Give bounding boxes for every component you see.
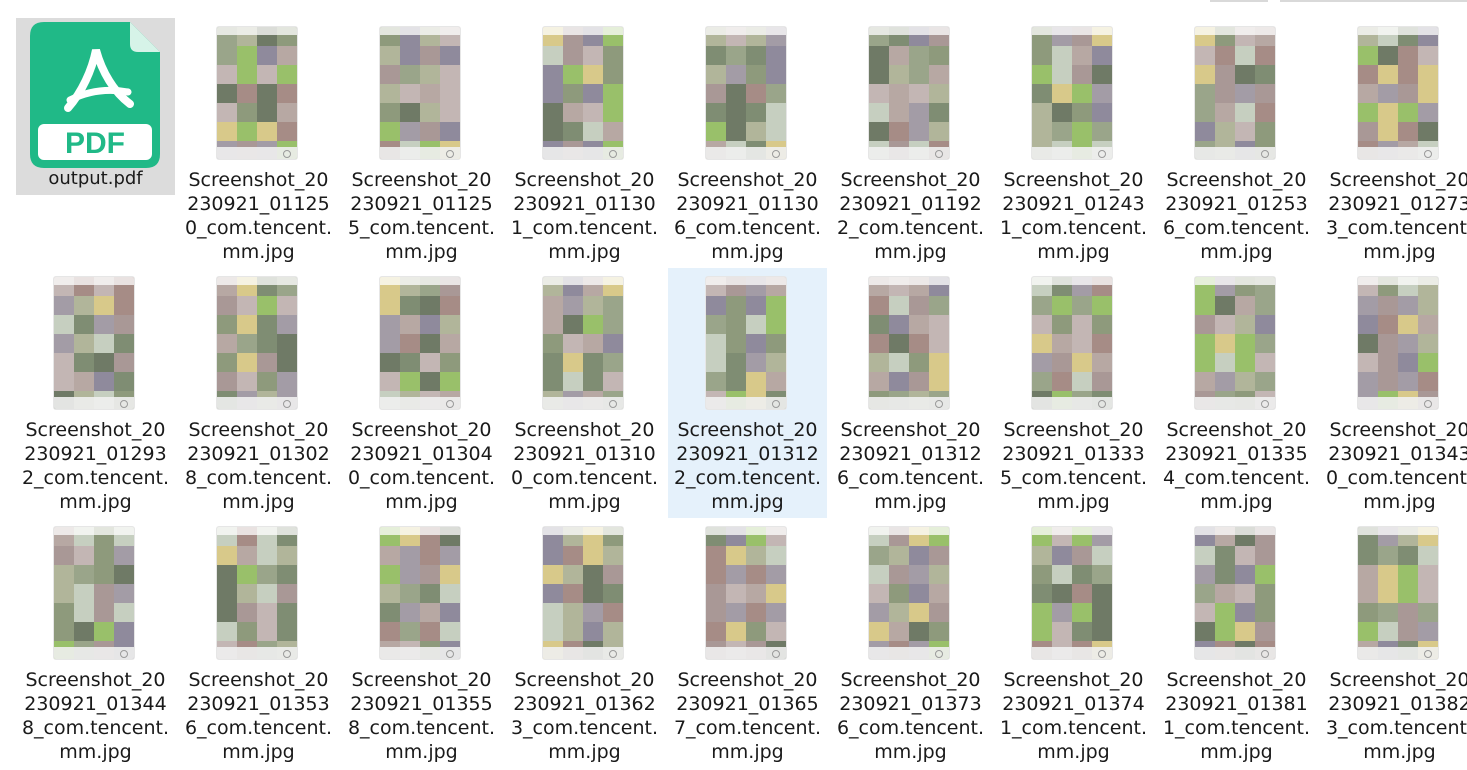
image-thumbnail [868,526,950,660]
file-item-image[interactable]: Screenshot_20230921_013122_com.tencent.m… [668,268,827,518]
image-thumbnail [379,526,461,660]
file-item-image[interactable]: Screenshot_20230921_012733_com.tencent.m… [1320,18,1467,268]
file-name: Screenshot_20230921_013558_com.tencent.m… [347,669,496,763]
image-thumbnail [868,276,950,410]
image-thumbnail [1194,276,1276,410]
file-item-image[interactable]: Screenshot_20230921_013100_com.tencent.m… [505,268,664,518]
file-item-image[interactable]: Screenshot_20230921_012932_com.tencent.m… [16,268,175,518]
file-item-image[interactable]: Screenshot_20230921_011922_com.tencent.m… [831,18,990,268]
file-item-image[interactable]: Screenshot_20230921_013028_com.tencent.m… [179,268,338,518]
file-item-image[interactable]: Screenshot_20230921_013623_com.tencent.m… [505,518,664,768]
image-thumbnail [1031,276,1113,410]
file-item-image[interactable]: Screenshot_20230921_013811_com.tencent.m… [1157,518,1316,768]
pdf-file-icon: PDF [30,22,160,168]
file-name: Screenshot_20230921_013657_com.tencent.m… [673,669,822,763]
file-item-image[interactable]: Screenshot_20230921_013126_com.tencent.m… [831,268,990,518]
image-thumbnail [542,526,624,660]
file-name: Screenshot_20230921_013122_com.tencent.m… [673,419,822,513]
file-name: Screenshot_20230921_013623_com.tencent.m… [510,669,659,763]
image-thumbnail [379,26,461,160]
file-name: Screenshot_20230921_013811_com.tencent.m… [1162,669,1311,763]
file-name: Screenshot_20230921_011301_com.tencent.m… [510,169,659,263]
file-item-image[interactable]: Screenshot_20230921_013741_com.tencent.m… [994,518,1153,768]
file-name: Screenshot_20230921_013536_com.tencent.m… [184,669,333,763]
search-box-edge [1280,0,1467,2]
file-name: Screenshot_20230921_013335_com.tencent.m… [999,419,1148,513]
file-item-image[interactable]: Screenshot_20230921_013335_com.tencent.m… [994,268,1153,518]
file-name: Screenshot_20230921_013448_com.tencent.m… [21,669,170,763]
image-thumbnail [1357,276,1439,410]
file-item-image[interactable]: Screenshot_20230921_013536_com.tencent.m… [179,518,338,768]
file-item-image[interactable]: Screenshot_20230921_013558_com.tencent.m… [342,518,501,768]
file-name: Screenshot_20230921_011306_com.tencent.m… [673,169,822,263]
file-name: Screenshot_20230921_011922_com.tencent.m… [836,169,985,263]
file-grid: PDF output.pdf Screenshot_20230921_01125… [16,18,1467,768]
file-name: Screenshot_20230921_012733_com.tencent.m… [1325,169,1467,263]
image-thumbnail [542,276,624,410]
file-name: Screenshot_20230921_012431_com.tencent.m… [999,169,1148,263]
file-item-image[interactable]: Screenshot_20230921_011306_com.tencent.m… [668,18,827,268]
image-thumbnail [1194,526,1276,660]
image-thumbnail [1357,26,1439,160]
image-thumbnail [379,276,461,410]
image-thumbnail [1031,26,1113,160]
file-item-image[interactable]: Screenshot_20230921_013823_com.tencent.m… [1320,518,1467,768]
file-item-image[interactable]: Screenshot_20230921_012431_com.tencent.m… [994,18,1153,268]
file-name: Screenshot_20230921_012932_com.tencent.m… [21,419,170,513]
image-thumbnail [216,26,298,160]
file-name: Screenshot_20230921_013354_com.tencent.m… [1162,419,1311,513]
image-thumbnail [1031,526,1113,660]
file-name: Screenshot_20230921_012536_com.tencent.m… [1162,169,1311,263]
file-item-image[interactable]: Screenshot_20230921_013448_com.tencent.m… [16,518,175,768]
image-thumbnail [705,276,787,410]
image-thumbnail [53,276,135,410]
file-name: Screenshot_20230921_013028_com.tencent.m… [184,419,333,513]
file-name: Screenshot_20230921_013741_com.tencent.m… [999,669,1148,763]
image-thumbnail [705,526,787,660]
file-item-image[interactable]: Screenshot_20230921_011301_com.tencent.m… [505,18,664,268]
file-item-image[interactable]: Screenshot_20230921_013354_com.tencent.m… [1157,268,1316,518]
file-name: Screenshot_20230921_013126_com.tencent.m… [836,419,985,513]
file-item-image[interactable]: Screenshot_20230921_013736_com.tencent.m… [831,518,990,768]
file-item-image[interactable]: Screenshot_20230921_013657_com.tencent.m… [668,518,827,768]
image-thumbnail [542,26,624,160]
window-top-border [0,0,1467,2]
file-name: Screenshot_20230921_011255_com.tencent.m… [347,169,496,263]
svg-text:PDF: PDF [65,127,125,160]
image-thumbnail [1194,26,1276,160]
file-item-pdf[interactable]: PDF output.pdf [16,18,175,195]
file-name: output.pdf [48,168,143,189]
image-thumbnail [216,276,298,410]
file-name: Screenshot_20230921_013430_com.tencent.m… [1325,419,1467,513]
file-item-image[interactable]: Screenshot_20230921_012536_com.tencent.m… [1157,18,1316,268]
file-name: Screenshot_20230921_013736_com.tencent.m… [836,669,985,763]
file-item-image[interactable]: Screenshot_20230921_011255_com.tencent.m… [342,18,501,268]
file-item-image[interactable]: Screenshot_20230921_011250_com.tencent.m… [179,18,338,268]
image-thumbnail [705,26,787,160]
file-item-image[interactable]: Screenshot_20230921_013430_com.tencent.m… [1320,268,1467,518]
file-name: Screenshot_20230921_013100_com.tencent.m… [510,419,659,513]
file-name: Screenshot_20230921_013823_com.tencent.m… [1325,669,1467,763]
image-thumbnail [53,526,135,660]
file-name: Screenshot_20230921_011250_com.tencent.m… [184,169,333,263]
image-thumbnail [216,526,298,660]
image-thumbnail [868,26,950,160]
file-item-image[interactable]: Screenshot_20230921_013040_com.tencent.m… [342,268,501,518]
image-thumbnail [1357,526,1439,660]
file-name: Screenshot_20230921_013040_com.tencent.m… [347,419,496,513]
toolbar-edge-left [1210,0,1268,2]
